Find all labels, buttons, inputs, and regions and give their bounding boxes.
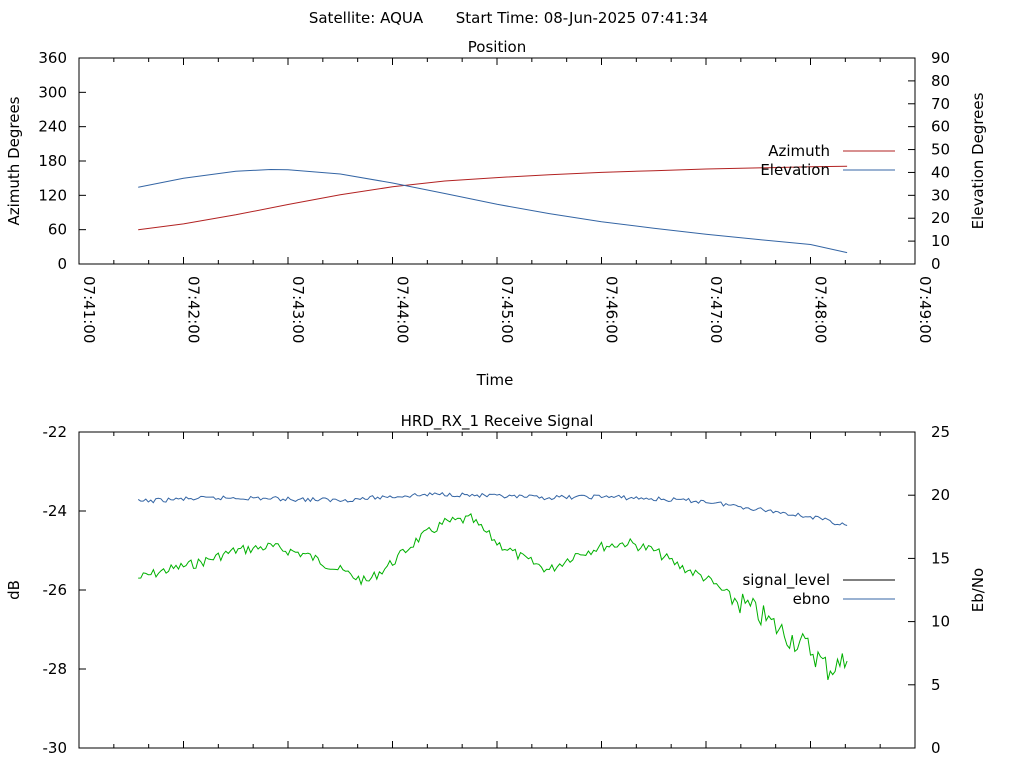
signal-legend: signal_level ebno [742, 571, 895, 608]
ebno-axis-label: Eb/No [969, 568, 987, 612]
db-axis-label: dB [5, 580, 23, 600]
y-tick-label: 360 [38, 49, 67, 67]
y2-tick-label: 0 [931, 255, 941, 273]
y-tick-label: 60 [48, 221, 67, 239]
y-tick-label: 240 [38, 118, 67, 136]
y-tick-label: -24 [43, 502, 68, 520]
x-tick-label: 07:44:00 [394, 276, 412, 343]
y-tick-label: -22 [43, 423, 68, 441]
y2-tick-label: 50 [931, 141, 950, 159]
x-tick-label: 07:49:00 [916, 276, 934, 343]
elevation-axis-label: Elevation Degrees [969, 92, 987, 229]
y2-tick-label: 80 [931, 72, 950, 90]
y2-tick-label: 20 [931, 209, 950, 227]
y-tick-label: -30 [43, 739, 68, 757]
x-tick-label: 07:48:00 [812, 276, 830, 343]
legend-azimuth-label: Azimuth [768, 142, 830, 160]
signal-plot-frame [78, 431, 916, 749]
y2-tick-label: 90 [931, 49, 950, 67]
position-legend: Azimuth Elevation [760, 142, 895, 179]
y2-tick-label: 20 [931, 486, 950, 504]
series-line-elevation [138, 168, 848, 254]
y-tick-label: 180 [38, 152, 67, 170]
signal-chart-title: HRD_RX_1 Receive Signal [401, 412, 594, 431]
x-tick-label: 07:42:00 [185, 276, 203, 343]
satellite-label: Satellite: AQUA [309, 9, 424, 27]
y-tick-label: 300 [38, 83, 67, 101]
y2-tick-label: 15 [931, 549, 950, 567]
y2-tick-label: 0 [931, 739, 941, 757]
x-tick-label: 07:46:00 [603, 276, 621, 343]
start-time-label: Start Time: 08-Jun-2025 07:41:34 [456, 9, 708, 27]
time-axis-label: Time [476, 371, 514, 389]
x-tick-label: 07:43:00 [289, 276, 307, 343]
series-line-ebno [137, 491, 848, 526]
azimuth-axis-label: Azimuth Degrees [5, 96, 23, 225]
y2-tick-label: 5 [931, 676, 941, 694]
y2-tick-label: 60 [931, 118, 950, 136]
y2-tick-label: 30 [931, 186, 950, 204]
y-tick-label: 120 [38, 186, 67, 204]
y2-tick-label: 25 [931, 423, 950, 441]
y2-tick-label: 40 [931, 163, 950, 181]
legend-signal-level-label: signal_level [742, 571, 830, 590]
signal-chart: HRD_RX_1 Receive Signal -30 -28 -26 -24 -22 0… [5, 412, 987, 757]
y-tick-label: -26 [43, 581, 68, 599]
position-chart-title: Position [468, 38, 526, 56]
x-tick-label: 07:45:00 [498, 276, 516, 343]
y2-tick-label: 10 [931, 613, 950, 631]
y-tick-label: 0 [57, 255, 67, 273]
legend-ebno-label: ebno [793, 590, 830, 608]
y2-tick-label: 10 [931, 232, 950, 250]
series-line-azimuth [138, 165, 848, 231]
legend-elevation-label: Elevation [760, 161, 830, 179]
x-tick-label: 07:47:00 [707, 276, 725, 343]
series-line-signal-level [138, 513, 848, 681]
y-tick-label: -28 [43, 660, 68, 678]
y2-tick-label: 70 [931, 95, 950, 113]
x-tick-label: 07:41:00 [80, 276, 98, 343]
position-chart: Position 0 60 120 180 240 300 360 0 10 20 30 40 50 60… [5, 38, 987, 389]
